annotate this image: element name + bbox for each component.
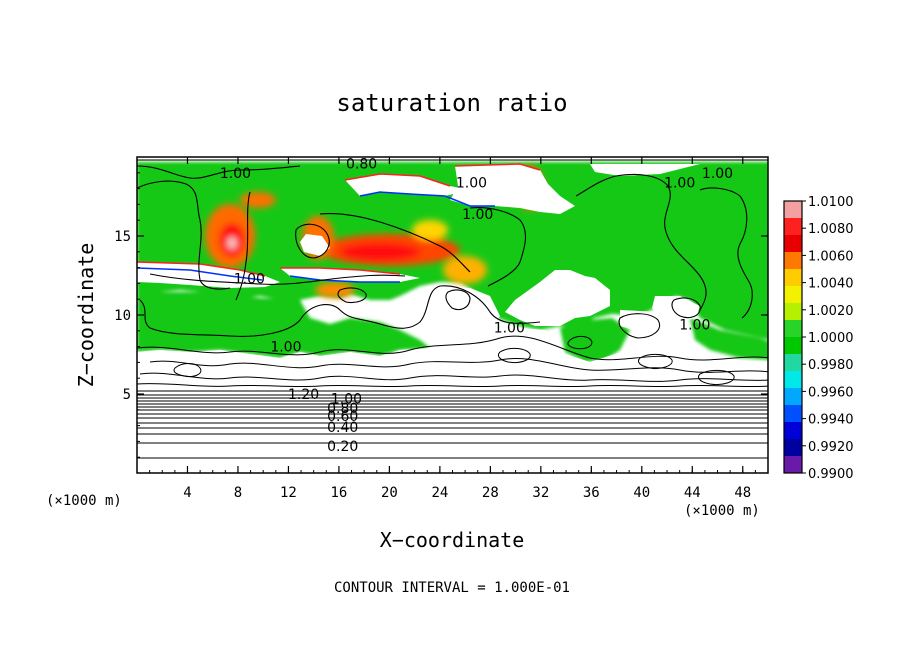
contour-interval-note: CONTOUR INTERVAL = 1.000E-01 [334, 580, 570, 596]
colorbar-swatch [784, 286, 802, 304]
colorbar-tick-label: 0.9940 [808, 413, 854, 428]
contour-label: 1.00 [234, 272, 265, 288]
contour-label: 0.80 [327, 401, 358, 417]
colorbar-swatch [784, 422, 802, 440]
x-ticks: 4 8 12 16 20 24 28 32 36 40 44 48 [149, 157, 756, 501]
contour-label: 1.00 [702, 166, 733, 182]
contour-label: 1.00 [462, 207, 493, 223]
colorbar-swatch [784, 303, 802, 321]
colorbar-swatch [784, 439, 802, 457]
x-tick-label: 36 [583, 485, 600, 501]
upper-contours [137, 159, 768, 339]
contour-label: 1.00 [664, 175, 695, 191]
heatmap-field: 0.801.001.001.001.001.001.001.001.00 1.00… [137, 156, 768, 473]
contour-label: 1.00 [456, 175, 487, 191]
chart-title: saturation ratio [336, 89, 567, 117]
colorbar-tick-label: 1.0040 [808, 277, 854, 292]
colorbar-tick-label: 1.0000 [808, 331, 854, 346]
y-ticks: 5 10 15 [114, 172, 768, 458]
x-tick-label: 40 [633, 485, 650, 501]
y-tick-label: 5 [123, 387, 131, 403]
x-axis-label: X−coordinate [380, 528, 525, 552]
colorbar-tick-label: 0.9920 [808, 440, 854, 455]
x-unit-right: (×1000 m) [684, 503, 760, 519]
contour-label: 0.40 [327, 420, 358, 436]
colorbar-swatch [784, 252, 802, 270]
colorbar-swatch [784, 218, 802, 236]
edge-strokes [137, 163, 541, 283]
colorbar-swatch [784, 269, 802, 287]
x-tick-label: 24 [431, 485, 448, 501]
colorbar-swatch [784, 371, 802, 389]
colorbar-tick-label: 1.0100 [808, 195, 854, 210]
colorbar-tick-label: 0.9900 [808, 467, 854, 482]
colorbar-swatch [784, 456, 802, 474]
contour-label: 1.00 [270, 340, 301, 356]
x-tick-label: 28 [482, 485, 499, 501]
colorbar-swatch [784, 337, 802, 355]
y-axis-label: Z−coordinate [74, 243, 98, 388]
colorbar-swatch [784, 201, 802, 219]
y-tick-label: 10 [114, 308, 131, 324]
colorbar-tick-label: 0.9980 [808, 358, 854, 373]
contour-label: 0.80 [346, 156, 377, 172]
colorbar-tick-label: 1.0080 [808, 222, 854, 237]
lower-contours [137, 335, 768, 459]
x-tick-label: 16 [330, 485, 347, 501]
x-tick-label: 44 [684, 485, 701, 501]
x-unit-left: (×1000 m) [46, 493, 122, 509]
x-tick-label: 48 [734, 485, 751, 501]
colorbar: 1.0100 1.0080 1.0060 1.0040 1.0020 1.0000 0.99… [783, 195, 854, 482]
y-tick-label: 15 [114, 229, 131, 245]
contour-label: 1.20 [288, 387, 319, 403]
colorbar-tick-label: 1.0020 [808, 304, 854, 319]
contour-label: 0.20 [327, 439, 358, 455]
contour-label: 1.00 [494, 321, 525, 337]
contour-label: 1.00 [331, 392, 362, 408]
contour-label: 1.00 [220, 166, 251, 182]
contour-labels: 0.801.001.001.001.001.001.001.001.00 1.00… [220, 156, 733, 455]
x-tick-label: 20 [381, 485, 398, 501]
colorbar-swatch [784, 354, 802, 372]
colorbar-swatch [784, 388, 802, 406]
contour-label: 1.00 [679, 317, 710, 333]
contour-label: 0.60 [327, 409, 358, 425]
colorbar-tick-label: 0.9960 [808, 385, 854, 400]
x-tick-label: 4 [183, 485, 191, 501]
colorbar-tick-label: 1.0060 [808, 249, 854, 264]
x-tick-label: 32 [532, 485, 549, 501]
colorbar-swatch [784, 320, 802, 338]
colorbar-swatch [784, 405, 802, 423]
x-tick-label: 8 [234, 485, 242, 501]
colorbar-swatch [784, 235, 802, 253]
x-tick-label: 12 [280, 485, 297, 501]
